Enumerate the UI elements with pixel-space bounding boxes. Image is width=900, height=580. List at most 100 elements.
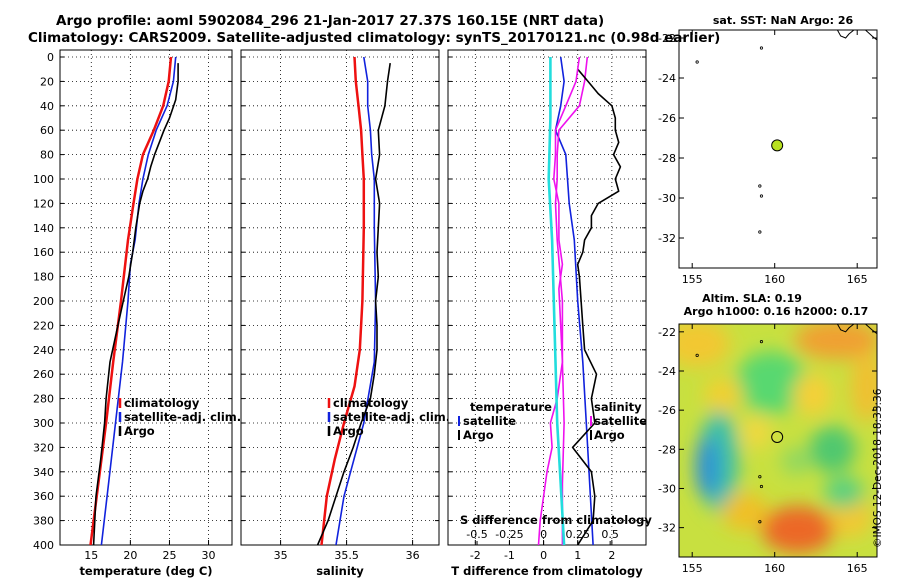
map-x-tick-label: 155 bbox=[682, 562, 703, 575]
sla-anomaly-blob bbox=[735, 351, 808, 415]
map-x-tick-label: 160 bbox=[764, 273, 785, 286]
sla-map-title-1: Altim. SLA: 0.19 bbox=[702, 292, 802, 305]
y-tick-label: 400 bbox=[33, 539, 54, 552]
legend-label: Argo bbox=[463, 428, 494, 442]
x-tick-label: -2 bbox=[470, 549, 481, 562]
y-tick-label: 100 bbox=[33, 173, 54, 186]
legend-label: salinity bbox=[594, 400, 642, 414]
y-tick-label: 220 bbox=[33, 319, 54, 332]
sla-anomaly-blob bbox=[721, 492, 769, 532]
map-y-tick-label: -28 bbox=[658, 443, 676, 456]
sla-anomaly-blob bbox=[794, 324, 877, 360]
sla-anomaly-blob bbox=[761, 506, 835, 554]
map-y-tick-label: -24 bbox=[658, 72, 676, 85]
panel-3: -2 -1 0 1 2 T difference from climatology temp… bbox=[447, 49, 652, 578]
sla-blobs bbox=[679, 324, 877, 554]
series-group bbox=[89, 56, 179, 545]
panel-1: 15 20 25 30 temperature (deg C) climatologysa… bbox=[59, 49, 241, 578]
island-dot bbox=[695, 353, 699, 357]
series-line-t-argo bbox=[571, 68, 622, 545]
coastline bbox=[865, 323, 878, 335]
map-y-tick-label: -22 bbox=[658, 32, 676, 45]
legend-label: satellite-adj. clim. bbox=[333, 410, 450, 424]
y-tick-label: 60 bbox=[40, 124, 54, 137]
x-tick-label: 35 bbox=[274, 549, 288, 562]
series-line-satellite-adj-clim- bbox=[335, 56, 377, 545]
map-y-tick-label: -30 bbox=[658, 192, 676, 205]
series-group bbox=[316, 56, 391, 545]
series-line-t-difference-cyan- bbox=[547, 57, 566, 545]
legend-label: satellite bbox=[463, 414, 516, 428]
series-line-s-argo-salinity- bbox=[537, 56, 581, 545]
y-tick-label: 380 bbox=[33, 515, 54, 528]
series-line-s-satellite-salinity- bbox=[554, 56, 589, 545]
y-tick-label: 300 bbox=[33, 417, 54, 430]
map-y-tick-label: -24 bbox=[658, 365, 676, 378]
sla-field bbox=[679, 324, 877, 557]
x-tick-label: 15 bbox=[84, 549, 98, 562]
y-tick-label: 140 bbox=[33, 222, 54, 235]
sla-map-title-2: Argo h1000: 0.16 h2000: 0.17 bbox=[684, 305, 869, 318]
y-tick-label: 360 bbox=[33, 490, 54, 503]
y-tick-label: 120 bbox=[33, 197, 54, 210]
panel-frame bbox=[59, 49, 233, 546]
salinity-tick-label: 0 bbox=[540, 528, 547, 541]
map-y-tick-label: -28 bbox=[658, 152, 676, 165]
y-tick-label: 160 bbox=[33, 246, 54, 259]
island-dot bbox=[758, 230, 762, 234]
salinity-axis-label: S difference from climatology bbox=[460, 513, 652, 527]
map-x-tick-label: 165 bbox=[847, 273, 868, 286]
sla-anomaly-blob bbox=[679, 324, 731, 368]
island-dot bbox=[759, 484, 764, 489]
map-x-tick-label: 155 bbox=[682, 273, 703, 286]
x-axis-label: temperature (deg C) bbox=[79, 564, 212, 578]
sla-map: -22 -24 -26 -28 -30 -32 155 160 165 bbox=[658, 323, 878, 575]
x-axis-label: salinity bbox=[316, 564, 364, 578]
island-dot bbox=[758, 520, 762, 524]
island-dot bbox=[758, 184, 762, 188]
legend-label: satellite-adj. clim. bbox=[124, 410, 241, 424]
coastline bbox=[865, 29, 878, 41]
sla-anomaly-blob bbox=[741, 414, 772, 450]
series-line-climatology bbox=[89, 56, 173, 545]
series-line-argo bbox=[316, 62, 391, 545]
map-y-tick-label: -22 bbox=[658, 326, 676, 339]
island-dot bbox=[695, 60, 699, 64]
title-line-2: Climatology: CARS2009. Satellite-adjuste… bbox=[28, 30, 721, 46]
argo-marker bbox=[771, 430, 784, 443]
x-tick-label: 20 bbox=[123, 549, 137, 562]
sla-anomaly-blob bbox=[781, 447, 812, 475]
x-tick-label: 1 bbox=[574, 549, 581, 562]
argo-marker bbox=[771, 139, 784, 152]
legend-label: Argo bbox=[333, 424, 364, 438]
coastline bbox=[836, 323, 855, 333]
x-tick-label: 30 bbox=[202, 549, 216, 562]
y-tick-label: 20 bbox=[40, 75, 54, 88]
map-frame bbox=[678, 323, 878, 558]
credit-text: ©IMOS 12-Dec-2018 18:33:36 bbox=[872, 388, 884, 548]
salinity-tick-label: 0.25 bbox=[565, 528, 590, 541]
legend-label: climatology bbox=[124, 396, 200, 410]
series-line-t-satellite bbox=[554, 56, 594, 545]
panel-frame bbox=[240, 49, 440, 546]
map-y-tick-label: -32 bbox=[658, 232, 676, 245]
y-tick-label: 40 bbox=[40, 100, 54, 113]
y-tick-label: 0 bbox=[47, 51, 54, 64]
x-tick-label: 35.5 bbox=[334, 549, 359, 562]
sla-anomaly-blob bbox=[792, 372, 833, 417]
sla-anomaly-blob bbox=[824, 476, 864, 509]
y-tick-label: 320 bbox=[33, 441, 54, 454]
salinity-tick-label: 0.5 bbox=[601, 528, 619, 541]
map-x-tick-label: 165 bbox=[847, 562, 868, 575]
sla-anomaly-blob bbox=[703, 376, 744, 413]
island-dot bbox=[759, 46, 764, 50]
legend-label: climatology bbox=[333, 396, 409, 410]
map-x-tick-label: 160 bbox=[764, 562, 785, 575]
series-group bbox=[537, 56, 622, 545]
sla-anomaly-blob bbox=[850, 351, 877, 422]
series-line-climatology bbox=[320, 56, 366, 545]
panel-2: 35 35.5 36 salinity climatologysatellite-adj… bbox=[240, 49, 450, 578]
map-y-tick-label: -30 bbox=[658, 482, 676, 495]
x-tick-label: -1 bbox=[504, 549, 515, 562]
x-tick-label: 25 bbox=[162, 549, 176, 562]
